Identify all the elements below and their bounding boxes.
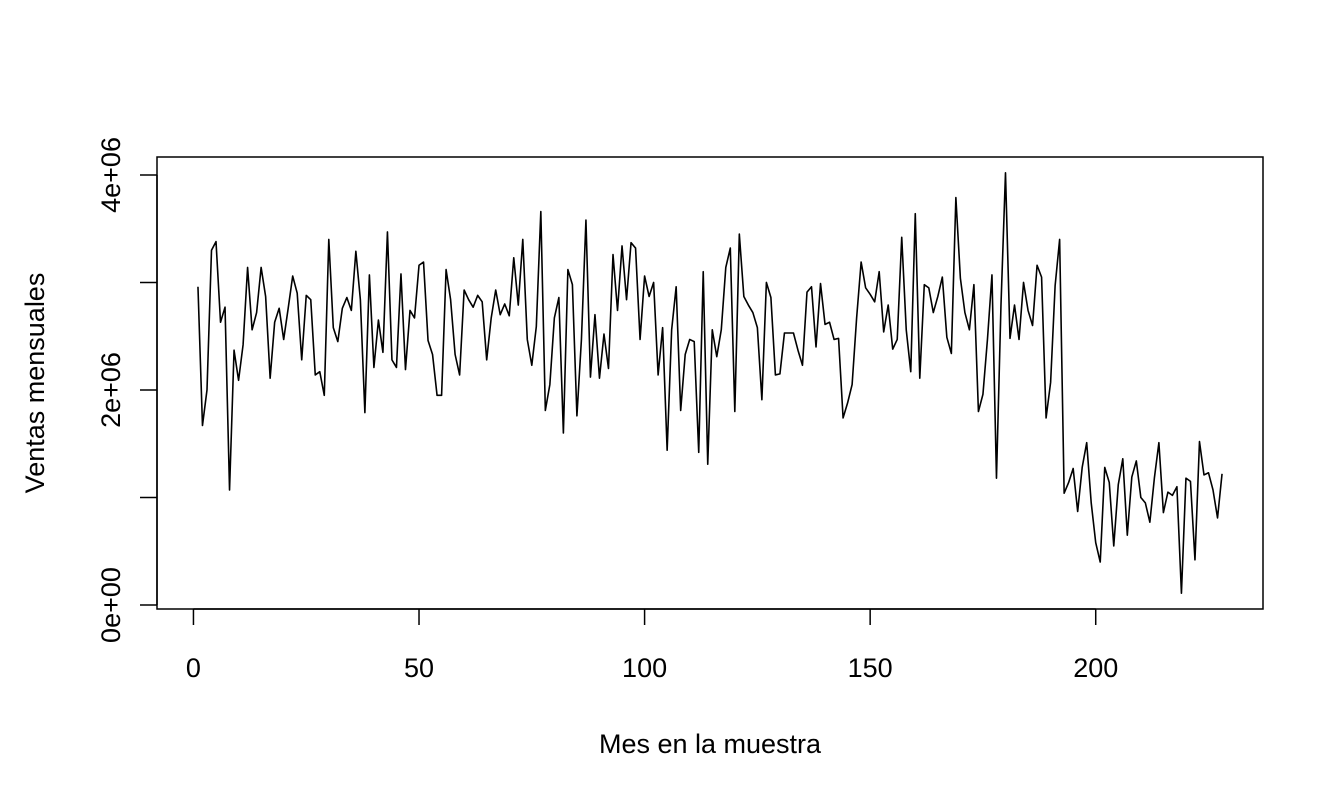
y-tick-label: 0e+00 xyxy=(96,567,126,643)
y-tick-label: 2e+06 xyxy=(96,352,126,428)
x-tick-label: 0 xyxy=(186,653,201,683)
y-tick-label: 4e+06 xyxy=(96,137,126,213)
x-tick-label: 200 xyxy=(1073,653,1118,683)
x-tick-label: 50 xyxy=(404,653,434,683)
data-line xyxy=(197,172,1223,594)
x-tick-label: 100 xyxy=(622,653,667,683)
x-axis-label: Mes en la muestra xyxy=(599,729,822,759)
y-axis-label: Ventas mensuales xyxy=(20,273,50,494)
x-tick-label: 150 xyxy=(848,653,893,683)
